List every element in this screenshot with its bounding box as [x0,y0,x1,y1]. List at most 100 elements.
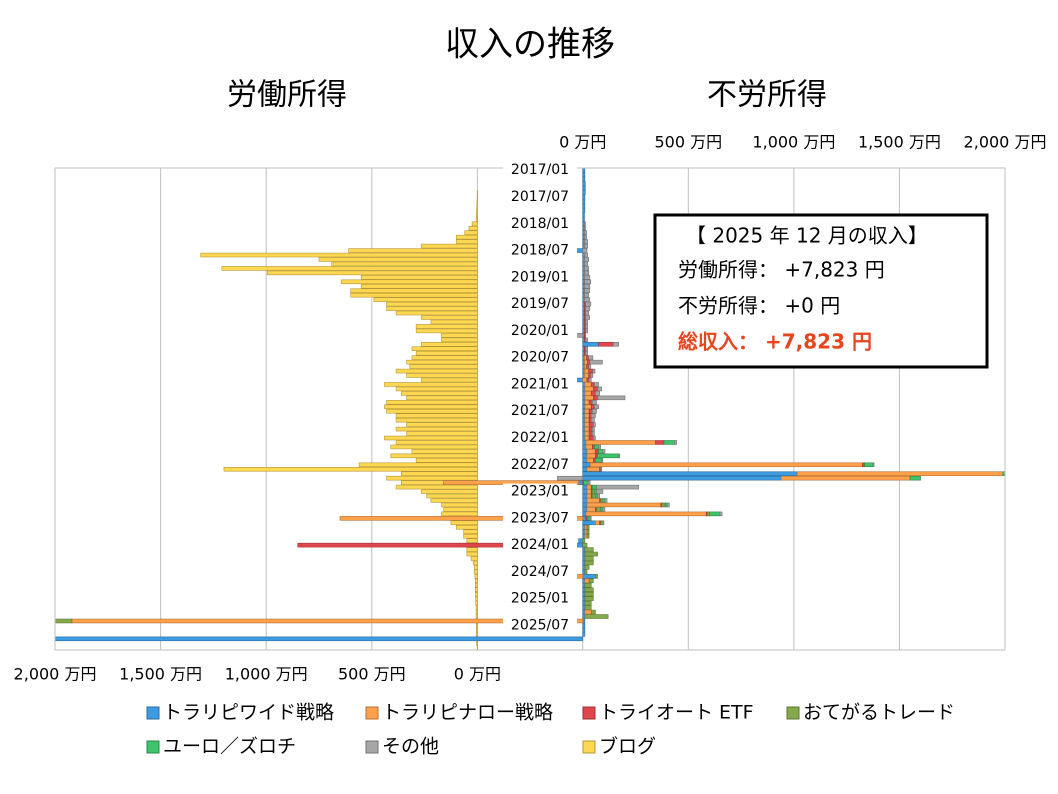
bar [584,583,592,588]
bar [582,569,586,575]
panel-title: 不労所得 [707,78,827,113]
bar [415,458,478,463]
legend-label: ユーロ／ズロチ [163,736,296,758]
bar [358,462,478,468]
bar [595,493,598,499]
bar [406,373,478,378]
bar [719,511,723,517]
bar [586,525,590,530]
bar [415,350,478,356]
bar [386,475,478,481]
bar [586,453,596,459]
bar [441,502,478,508]
bar [584,591,594,597]
bar [406,431,478,436]
bar [474,587,478,593]
bar [584,529,588,534]
bar [585,337,588,343]
bar [421,342,478,347]
bar [221,266,478,271]
bar [585,310,589,316]
bar [602,498,606,503]
bar [595,453,598,459]
bar [598,449,604,454]
bar [598,444,602,450]
bar [595,449,599,454]
bar [443,507,478,512]
info-heading: 【 2025 年 12 月の収入】 [686,224,928,248]
x-tick-label: 1,000 万円 [225,665,308,684]
tick-labels: 2,000 万円 1,500 万円 1,000 万円 500 万円 0 万円 0 万円 50… [14,133,1047,684]
category-label-bg [503,349,577,366]
bar [584,261,588,267]
bar [600,507,604,512]
bar [578,538,584,543]
bar [582,632,586,637]
legend-swatch [365,740,379,754]
bar [582,556,586,561]
bar [595,520,600,526]
x-tick-label: 0 万円 [559,133,606,152]
bar [584,417,590,423]
bar [463,529,478,534]
bar [584,292,589,298]
bar [582,547,586,552]
category-label: 2021/01 [511,376,569,392]
bar [594,382,599,387]
bar [584,382,592,387]
x-tick-label: 500 万円 [655,133,723,152]
bar [588,373,592,378]
bar [582,342,599,347]
bar [586,484,592,490]
bar [709,511,721,517]
bar [331,261,478,267]
category-label-bg [503,483,577,500]
bar [450,520,478,526]
bar [582,565,586,570]
bar [395,417,478,423]
bar [586,507,596,512]
bar [582,248,588,253]
category-label-bg [503,563,577,580]
bar [584,373,589,378]
bar [476,203,478,209]
bar [421,377,478,383]
category-label: 2018/01 [511,216,569,232]
bar [471,221,478,227]
bar [584,422,590,427]
bar [862,462,865,468]
bar [582,525,586,530]
bar [584,547,594,552]
bar [582,484,588,490]
bar [468,225,478,231]
bar [604,498,608,503]
legend-label: トライオート ETF [599,702,754,724]
legend-label: トラリピナロー戦略 [382,702,553,724]
bar [591,431,595,436]
bar [600,498,604,503]
bar [406,359,478,365]
bar [602,449,606,454]
bar [582,583,586,588]
bar [586,364,589,369]
bar [585,350,588,356]
bar [473,565,478,570]
legend-label: おてがるトレード [803,702,955,724]
bar [584,270,589,276]
bar [584,569,588,575]
bar [395,426,478,432]
bar [350,288,478,293]
bar [421,243,478,249]
bar [466,547,478,552]
bar [594,444,599,450]
bar [584,225,586,231]
category-label: 2024/01 [511,537,569,553]
bar [663,440,675,445]
bar [411,449,478,454]
bar [588,364,592,369]
bar [582,172,586,177]
bar [591,400,597,405]
bar [475,600,478,606]
bar [395,310,478,316]
bar [584,386,594,392]
